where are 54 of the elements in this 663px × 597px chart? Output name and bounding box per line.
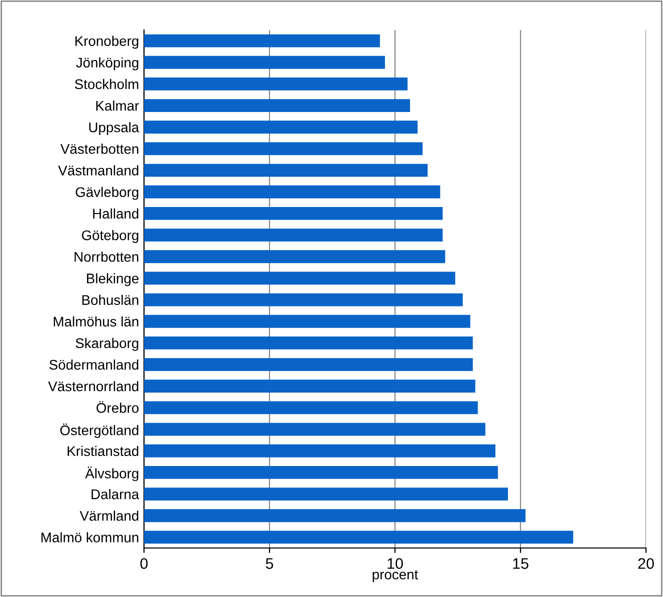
y-tick-label: Stockholm	[74, 78, 138, 90]
y-tick-label: Kristianstad	[68, 446, 138, 456]
y-tick-label: Västerbotten	[60, 144, 138, 154]
bar	[144, 206, 443, 220]
x-tick-label: 0	[140, 558, 148, 569]
y-tick-label: Halland	[93, 208, 138, 219]
bar	[144, 509, 526, 522]
y-tick-label: Älvsborg	[85, 466, 138, 482]
y-tick-label: Dalarna	[92, 489, 140, 500]
bar	[144, 314, 470, 328]
y-tick-label: Göteborg	[82, 230, 138, 243]
y-tick-label: Bohuslän	[82, 294, 138, 305]
x-axis-title: procent	[372, 570, 418, 582]
bar	[144, 466, 498, 479]
x-tick-label: 20	[638, 558, 654, 569]
bar	[144, 358, 473, 372]
bar	[144, 185, 440, 198]
y-tick-label: Södermanland	[49, 360, 138, 370]
bar	[144, 77, 408, 90]
bar	[144, 293, 463, 306]
y-tick-label: Västernorrland	[48, 381, 138, 392]
y-tick-label: Värmland	[80, 510, 138, 521]
x-tick-label: 10	[388, 558, 403, 569]
bar	[144, 250, 446, 264]
y-tick-label: Kalmar	[96, 100, 139, 111]
y-tick-label: Malmöhus län	[54, 316, 138, 327]
y-tick-label: Västmanland	[58, 165, 138, 176]
bar	[144, 488, 508, 501]
bar	[144, 272, 456, 285]
y-tick-label: Gävleborg	[76, 186, 138, 200]
y-tick-label: Jönköping	[76, 57, 138, 70]
bar	[144, 336, 473, 350]
y-tick-label: Malmö kommun	[41, 532, 138, 542]
bar	[144, 422, 486, 436]
bar	[144, 164, 428, 177]
y-tick-label: Östergötland	[60, 423, 138, 438]
y-tick-label: Kronoberg	[75, 36, 138, 49]
y-tick-label: Uppsala	[89, 122, 140, 136]
y-tick-label: Skaraborg	[76, 338, 138, 351]
y-tick-label: Norrbotten	[74, 252, 138, 262]
bar	[144, 99, 410, 112]
y-tick-label: Örebro	[96, 401, 139, 413]
bar	[144, 56, 385, 69]
bar	[144, 444, 496, 458]
bar	[144, 120, 418, 134]
y-tick-label: Blekinge	[87, 273, 139, 286]
bar	[144, 530, 574, 544]
bar	[144, 142, 423, 156]
bar	[144, 380, 476, 393]
x-tick-label: 15	[513, 558, 528, 569]
bar	[144, 228, 443, 242]
bar	[144, 401, 478, 414]
x-tick-label: 5	[266, 558, 274, 569]
bar	[144, 34, 380, 48]
